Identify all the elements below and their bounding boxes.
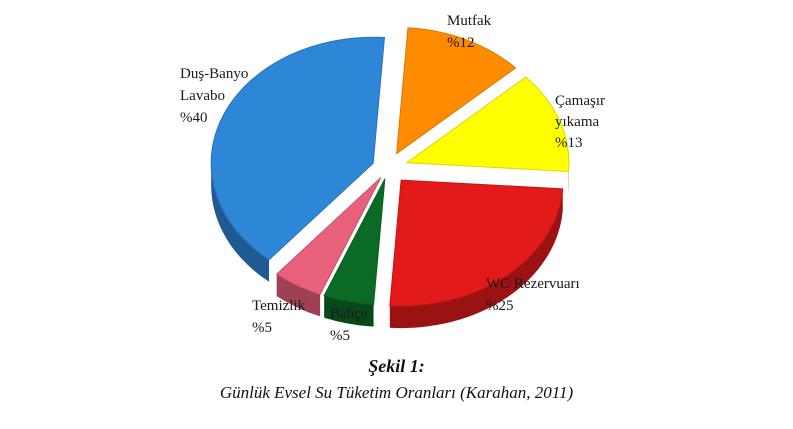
slice-side-bahce: [324, 295, 374, 327]
label-mutfak-name: Mutfak: [447, 13, 492, 29]
label-dus-name-2: Lavabo: [180, 88, 225, 104]
slice-side-dus-banyo: [211, 163, 270, 282]
label-dus-banyo-lavabo: Duş-Banyo Lavabo %40: [180, 66, 252, 126]
pie-top-faces: [210, 27, 570, 307]
label-camasir-name-1: Çamaşır: [555, 93, 605, 109]
label-mutfak-value: %12: [447, 35, 475, 51]
label-temizlik-name: Temizlik: [252, 298, 306, 314]
label-camasir-yikama: Çamaşır yıkama %13: [555, 93, 609, 151]
label-wc-value: %25: [486, 298, 514, 314]
slice-mutfak: [396, 27, 517, 155]
slice-temizlik: [275, 177, 382, 296]
label-camasir-name-2: yıkama: [555, 114, 599, 130]
figure-caption-title: Şekil 1:: [368, 356, 425, 376]
slice-dus-banyo: [210, 36, 386, 261]
label-bahce: Bahçe %5: [330, 306, 371, 344]
label-temizlik: Temizlik %5: [252, 298, 309, 336]
label-temizlik-value: %5: [252, 320, 272, 336]
label-wc-rezervuari: WC Rezervuarı %25: [486, 276, 583, 314]
slice-side-temizlik: [276, 274, 321, 317]
label-dus-name-1: Duş-Banyo: [180, 66, 248, 82]
slice-camasir: [405, 76, 570, 173]
slice-bahce: [323, 178, 386, 306]
slice-wc-rezervuari: [389, 179, 564, 307]
label-bahce-value: %5: [330, 328, 350, 344]
figure-caption-subtitle: Günlük Evsel Su Tüketim Oranları (Karaha…: [219, 383, 574, 402]
label-dus-value: %40: [180, 110, 208, 126]
label-camasir-value: %13: [555, 135, 583, 151]
label-wc-name: WC Rezervuarı: [486, 276, 580, 292]
label-bahce-name: Bahçe: [330, 306, 368, 322]
label-mutfak: Mutfak %12: [447, 13, 495, 51]
